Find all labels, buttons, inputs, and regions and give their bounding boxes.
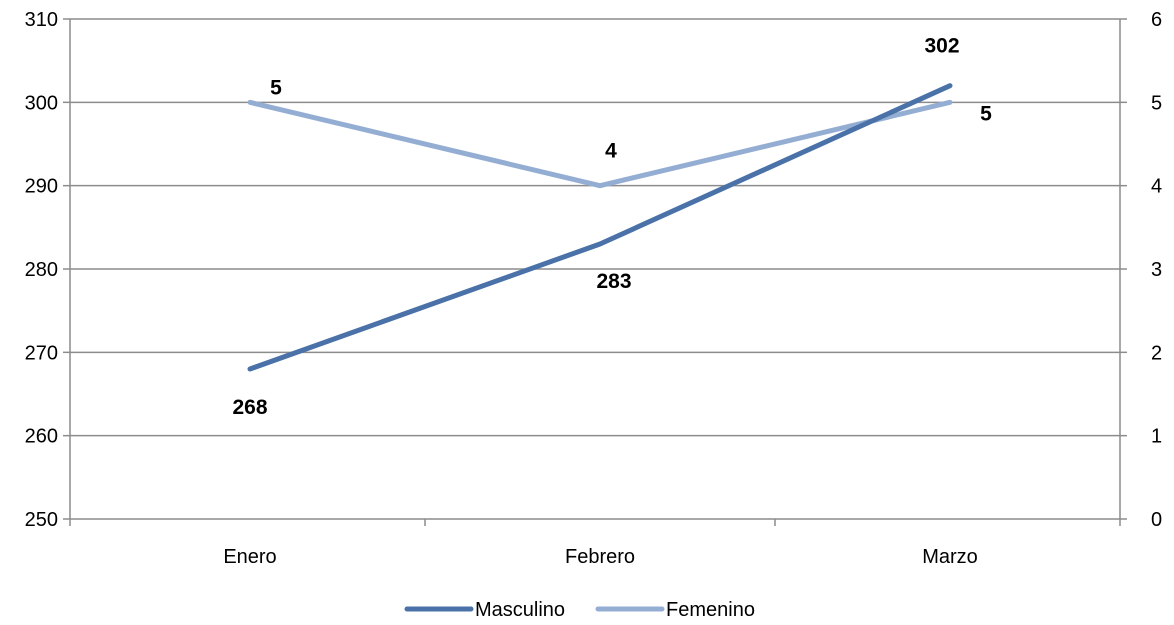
- data-labels: 268 283 302 5 4 5: [232, 35, 992, 419]
- data-label-masculino: 283: [596, 270, 631, 293]
- data-label-femenino: 5: [980, 102, 992, 125]
- x-axis-tick-label: Febrero: [565, 546, 635, 568]
- series-lines: [247, 83, 953, 372]
- series-line-femenino: [247, 99, 953, 189]
- data-label-masculino: 268: [232, 396, 267, 419]
- left-axis-tick-label: 290: [25, 176, 58, 198]
- left-axis-tick-label: 270: [25, 342, 58, 364]
- left-axis-tick-label: 280: [25, 259, 58, 281]
- left-axis-tick-label: 310: [25, 9, 58, 31]
- right-axis-tick-label: 1: [1151, 426, 1162, 448]
- right-axis-tick-label: 6: [1151, 9, 1162, 31]
- x-axis-tick-label: Enero: [223, 546, 276, 568]
- right-axis-tick-label: 5: [1151, 92, 1162, 114]
- right-axis-tick-label: 3: [1151, 259, 1162, 281]
- data-label-masculino: 302: [924, 35, 959, 58]
- x-axis-tick-label: Marzo: [922, 546, 978, 568]
- data-label-femenino: 5: [270, 76, 282, 99]
- right-axis-tick-label: 4: [1151, 176, 1162, 198]
- left-axis-ticks: 250 260 270 280 290 300 310: [25, 9, 58, 531]
- series-line-masculino: [247, 83, 953, 372]
- right-axis-ticks: 0 1 2 3 4 5 6: [1151, 9, 1162, 531]
- gridlines: [70, 18, 1120, 437]
- legend-label-femenino: Femenino: [666, 599, 755, 621]
- axes: [63, 18, 1127, 526]
- data-label-femenino: 4: [605, 140, 617, 163]
- legend: Masculino Femenino: [404, 599, 755, 621]
- left-axis-tick-label: 300: [25, 92, 58, 114]
- right-axis-tick-label: 0: [1151, 509, 1162, 531]
- legend-label-masculino: Masculino: [475, 599, 565, 621]
- right-axis-tick-label: 2: [1151, 342, 1162, 364]
- left-axis-tick-label: 250: [25, 509, 58, 531]
- left-axis-tick-label: 260: [25, 426, 58, 448]
- x-axis-ticks: Enero Febrero Marzo: [223, 546, 977, 568]
